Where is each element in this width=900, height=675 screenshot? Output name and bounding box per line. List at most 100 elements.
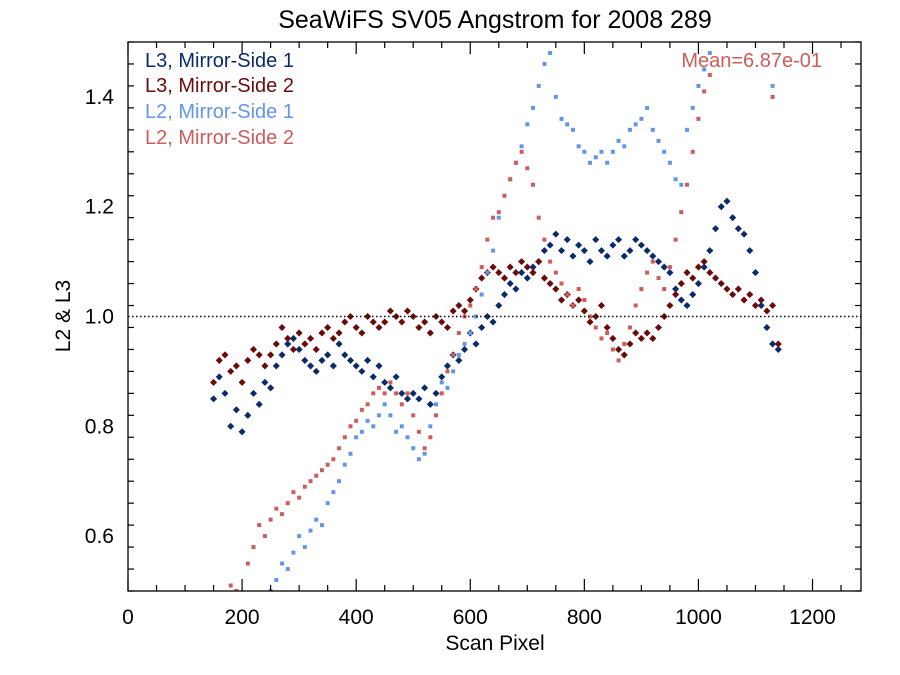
point-l3-ms1-78: [654, 258, 663, 266]
point-l3-ms1-39: [432, 389, 440, 397]
point-l2-ms2-33: [416, 429, 421, 434]
point-l2-ms2-24: [365, 402, 370, 407]
point-l2-ms2-18: [331, 457, 336, 462]
point-l3-ms2-88: [712, 274, 720, 282]
point-l3-ms2-65: [580, 307, 588, 315]
point-l2-ms1-45: [519, 144, 524, 149]
point-l3-ms1-68: [597, 247, 605, 255]
point-l3-ms2-84: [689, 274, 697, 282]
point-l3-ms2-24: [346, 312, 355, 321]
point-l3-ms2-57: [535, 258, 543, 266]
point-l3-ms1-16: [301, 356, 309, 364]
point-l2-ms1-33: [451, 369, 456, 374]
point-l3-ms1-96: [757, 301, 765, 310]
point-l3-ms1-30: [381, 378, 389, 386]
point-l2-ms2-72: [639, 287, 644, 292]
point-l2-ms2-12: [297, 495, 302, 500]
legend-entry-l3-ms1: L3, Mirror-Side 1: [145, 50, 294, 72]
point-l2-ms1-68: [650, 127, 655, 132]
point-l2-ms2-1: [234, 589, 239, 591]
point-l2-ms2-50: [513, 160, 518, 165]
point-l3-ms1-80: [666, 269, 674, 277]
point-l2-ms1-9: [314, 517, 319, 522]
point-l3-ms1-67: [592, 236, 600, 244]
point-l2-ms1-12: [331, 490, 336, 495]
point-l3-ms1-77: [649, 252, 657, 260]
point-l2-ms2-7: [268, 517, 273, 522]
point-l2-ms2-9: [280, 512, 285, 517]
point-l3-ms2-91: [729, 291, 737, 299]
point-l3-ms1-87: [706, 247, 714, 255]
point-l2-ms2-45: [485, 237, 490, 242]
point-l2-ms2-71: [633, 303, 638, 308]
point-l3-ms1-38: [426, 400, 434, 408]
point-l2-ms2-70: [627, 325, 632, 330]
point-l2-ms1-14: [342, 462, 347, 467]
y-tick-label: 1.2: [85, 196, 114, 219]
point-l3-ms1-48: [483, 312, 491, 321]
point-l3-ms1-1: [215, 373, 223, 381]
point-l2-ms1-50: [548, 50, 553, 55]
x-tick-label: 600: [453, 606, 488, 629]
point-l2-ms2-16: [319, 468, 324, 473]
point-l2-ms2-64: [593, 325, 598, 330]
point-l3-ms1-86: [700, 263, 708, 271]
point-l3-ms1-94: [746, 247, 754, 255]
point-l3-ms2-81: [672, 291, 680, 299]
point-l3-ms1-63: [569, 252, 577, 260]
point-l3-ms1-65: [580, 247, 588, 255]
point-l3-ms2-20: [324, 323, 332, 332]
point-l2-ms2-85: [770, 94, 775, 99]
point-l2-ms2-59: [565, 292, 570, 297]
point-l2-ms2-47: [496, 210, 501, 215]
point-l2-ms2-76: [662, 287, 667, 292]
point-l3-ms1-60: [552, 230, 560, 238]
point-l3-ms2-47: [478, 274, 486, 282]
point-l3-ms2-61: [557, 296, 566, 304]
point-l3-ms1-49: [489, 318, 497, 326]
point-l2-ms1-29: [428, 424, 433, 429]
point-l2-ms1-64: [627, 127, 632, 132]
point-l2-ms2-2: [240, 600, 244, 604]
point-l2-ms2-74: [650, 259, 655, 264]
point-l2-ms1-5: [291, 550, 296, 555]
point-l2-ms2-37: [439, 391, 444, 396]
point-l3-ms2-2: [221, 351, 229, 359]
point-l2-ms1-78: [707, 50, 712, 55]
point-l2-ms2-56: [548, 259, 553, 264]
point-l2-ms2-30: [399, 402, 404, 407]
series-l2-ms2: [228, 72, 775, 604]
x-tick-label: 1000: [675, 606, 722, 629]
point-l2-ms1-39: [485, 270, 490, 275]
point-l2-ms2-68: [616, 358, 621, 363]
point-l2-ms2-11: [291, 490, 296, 495]
data-points: [210, 50, 782, 604]
point-l3-ms1-18: [312, 367, 320, 375]
point-l3-ms1-53: [512, 285, 520, 293]
point-l3-ms1-4: [232, 406, 240, 414]
x-tick-label: 1200: [789, 606, 836, 629]
point-l2-ms2-73: [645, 270, 650, 275]
point-l2-ms1-38: [479, 292, 484, 297]
point-l3-ms1-7: [249, 389, 258, 397]
point-l3-ms1-74: [632, 236, 640, 244]
point-l3-ms1-88: [712, 225, 720, 233]
point-l3-ms1-61: [557, 247, 566, 255]
point-l2-ms1-37: [473, 314, 478, 319]
point-l3-ms1-72: [620, 252, 628, 260]
point-l2-ms1-22: [388, 413, 393, 418]
point-l3-ms2-41: [443, 323, 451, 332]
point-l3-ms2-4: [232, 362, 240, 370]
point-l2-ms2-25: [371, 391, 376, 396]
point-l2-ms2-62: [582, 298, 587, 303]
point-l2-ms2-8: [274, 506, 279, 511]
point-l3-ms2-8: [255, 351, 263, 359]
point-l3-ms2-19: [318, 329, 326, 337]
point-l3-ms1-82: [677, 296, 685, 304]
point-l3-ms1-93: [740, 230, 748, 238]
point-l2-ms1-25: [405, 435, 410, 440]
point-l2-ms2-42: [468, 303, 473, 308]
point-l2-ms2-83: [702, 89, 707, 94]
mean-annotation: Mean=6.87e-01: [681, 50, 822, 72]
